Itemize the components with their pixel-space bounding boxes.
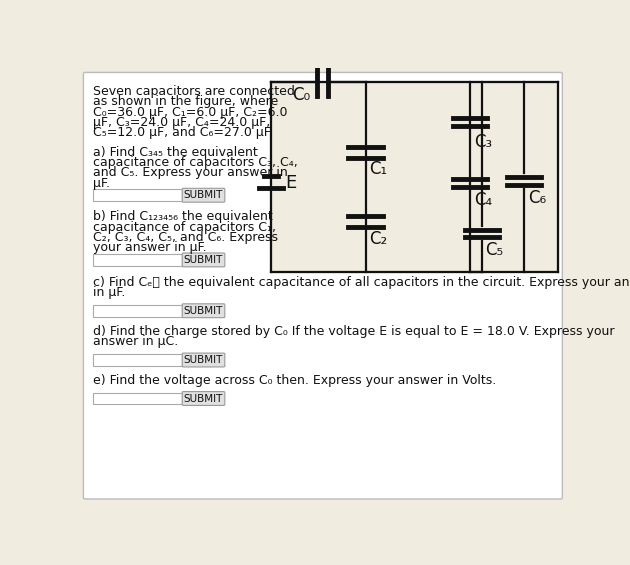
Text: C₀: C₀ [292,86,311,105]
Bar [93,305,182,316]
Text: in μF.: in μF. [93,286,125,299]
FancyBboxPatch shape [182,353,225,367]
FancyBboxPatch shape [182,188,225,202]
Text: d) Find the charge stored by C₀ If the voltage E is equal to E = 18.0 V. Express: d) Find the charge stored by C₀ If the v… [93,325,614,338]
Text: b) Find C₁₂₃₄₅₆ the equivalent: b) Find C₁₂₃₄₅₆ the equivalent [93,210,272,223]
FancyBboxPatch shape [83,72,563,499]
Text: SUBMIT: SUBMIT [184,190,223,200]
Bar [93,189,182,201]
Bar [93,254,182,266]
Text: C₁: C₁ [369,160,387,178]
Text: μF, C₃=24.0 μF, C₄=24.0 μF,: μF, C₃=24.0 μF, C₄=24.0 μF, [93,116,270,129]
Text: answer in μC.: answer in μC. [93,336,178,349]
Text: Seven capacitors are connected: Seven capacitors are connected [93,85,295,98]
Text: a) Find C₃₄₅ the equivalent: a) Find C₃₄₅ the equivalent [93,146,258,159]
Text: your answer in μF.: your answer in μF. [93,241,206,254]
Text: C₆: C₆ [528,189,546,207]
Text: C₂, C₃, C₄, C₅, and C₆. Express: C₂, C₃, C₄, C₅, and C₆. Express [93,231,278,244]
Text: SUBMIT: SUBMIT [184,355,223,365]
Text: SUBMIT: SUBMIT [184,255,223,265]
Text: capacitance of capacitors C₁,: capacitance of capacitors C₁, [93,221,276,234]
Text: SUBMIT: SUBMIT [184,393,223,403]
Text: as shown in the figure, where: as shown in the figure, where [93,95,278,108]
Text: and C₅. Express your answer in: and C₅. Express your answer in [93,166,287,179]
Text: C₄: C₄ [474,191,492,209]
Bar [93,354,182,366]
FancyBboxPatch shape [182,392,225,406]
Text: E: E [285,174,296,192]
Text: capacitance of capacitors C₃, C₄,: capacitance of capacitors C₃, C₄, [93,156,297,169]
Text: SUBMIT: SUBMIT [184,306,223,316]
Text: C₃: C₃ [474,133,492,151]
Text: μF.: μF. [93,177,110,190]
Text: C₅: C₅ [486,241,504,259]
Text: c) Find Cₑᵱ the equivalent capacitance of all capacitors in the circuit. Express: c) Find Cₑᵱ the equivalent capacitance o… [93,276,630,289]
Bar [271,82,558,272]
FancyBboxPatch shape [182,253,225,267]
Text: C₅=12.0 μF, and C₆=27.0 μF.: C₅=12.0 μF, and C₆=27.0 μF. [93,127,273,140]
Text: C₀=36.0 μF, C₁=6.0 μF, C₂=6.0: C₀=36.0 μF, C₁=6.0 μF, C₂=6.0 [93,106,287,119]
Text: e) Find the voltage across C₀ then. Express your answer in Volts.: e) Find the voltage across C₀ then. Expr… [93,374,496,387]
FancyBboxPatch shape [182,304,225,318]
Bar [93,393,182,405]
Text: C₂: C₂ [369,229,387,247]
